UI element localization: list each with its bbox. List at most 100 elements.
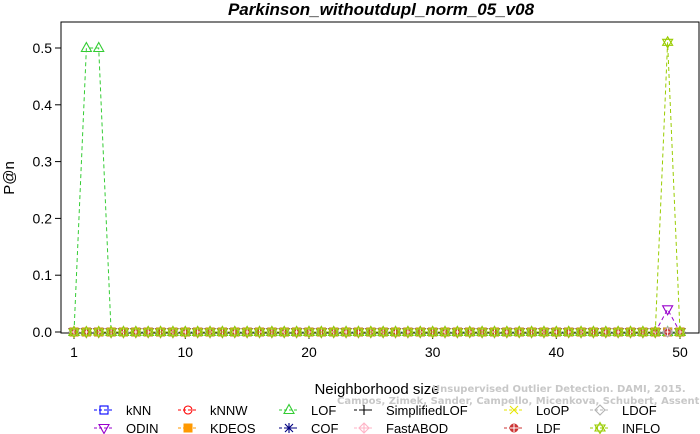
chart-title: Parkinson_withoutdupl_norm_05_v08: [228, 0, 535, 19]
y-axis-label: P@n: [1, 161, 18, 195]
data-point: [624, 325, 637, 339]
data-point: [649, 325, 662, 339]
legend-marker: [509, 405, 519, 415]
data-point: [241, 325, 254, 339]
data-point: [439, 325, 451, 339]
data-point: [80, 41, 93, 53]
watermark-line-2: Campos, Zimek, Sander, Campello, Micenko…: [337, 396, 700, 407]
data-point: [166, 325, 179, 339]
legend-marker: [594, 404, 606, 416]
legend-marker: [283, 403, 295, 415]
data-point: [451, 325, 464, 339]
data-point: [68, 325, 80, 339]
legend-label: LDOF: [622, 403, 657, 418]
data-point: [661, 326, 674, 338]
legend-label: SimplifiedLOF: [386, 403, 468, 418]
y-axis: 0.0 0.1 0.2 0.3 0.4 0.5: [33, 40, 61, 340]
data-point: [612, 325, 625, 339]
data-point: [303, 325, 315, 339]
data-point: [599, 325, 612, 339]
x-tick-label: 50: [672, 344, 688, 360]
data-point: [290, 325, 303, 339]
data-point: [463, 325, 476, 339]
watermark-line-1: Unsupervised Outlier Detection. DAMI, 20…: [432, 384, 686, 395]
legend-label: COF: [311, 421, 339, 434]
data-point: [191, 325, 204, 339]
x-tick-label: 40: [549, 344, 565, 360]
data-point: [327, 325, 340, 339]
data-point: [488, 325, 501, 339]
legend-item: LoOP: [504, 403, 569, 418]
data-point: [216, 325, 229, 339]
x-axis: 1 10 20 30 40 50: [70, 333, 688, 360]
legend-label: LoOP: [536, 403, 569, 418]
data-point: [636, 325, 649, 339]
plot-frame: [60, 21, 700, 334]
data-point: [550, 325, 563, 339]
data-point: [315, 325, 328, 339]
data-point: [587, 325, 600, 339]
data-point: [537, 325, 550, 339]
data-point: [364, 325, 377, 339]
y-tick-label: 0.0: [33, 324, 53, 340]
series-INFLO: [68, 35, 686, 339]
legend-marker: [99, 405, 109, 415]
legend-item: kNNW: [178, 403, 248, 418]
data-point: [513, 325, 526, 339]
y-tick-label: 0.3: [33, 154, 53, 170]
data-point: [401, 325, 414, 339]
legend-label: KDEOS: [210, 421, 256, 434]
data-point: [278, 325, 291, 339]
data-point: [389, 325, 402, 339]
legend: kNN ODIN kNNW KDEOS LOF COF SimplifiedLOF FastA…: [94, 403, 660, 434]
series-LOF: [68, 41, 686, 337]
data-point: [92, 41, 105, 53]
y-tick-label: 0.5: [33, 40, 53, 56]
legend-marker: [594, 421, 606, 434]
legend-marker: [358, 422, 370, 434]
data-point: [154, 325, 167, 339]
legend-marker: [284, 423, 294, 433]
data-point: [80, 325, 93, 339]
data-point: [92, 325, 105, 339]
y-tick-label: 0.1: [33, 267, 53, 283]
data-point: [575, 325, 588, 339]
data-point: [476, 325, 489, 339]
data-point: [228, 325, 241, 339]
legend-label: kNN: [126, 403, 151, 418]
data-point: [500, 325, 513, 339]
legend-label: ODIN: [126, 421, 159, 434]
legend-item: KDEOS: [178, 421, 256, 434]
legend-label: LDF: [536, 421, 561, 434]
data-point: [142, 325, 155, 339]
series-line: [73, 47, 680, 333]
x-axis-label: Neighborhood size: [314, 381, 439, 398]
legend-item: INFLO: [590, 421, 660, 434]
legend-label: kNNW: [210, 403, 248, 418]
y-tick-label: 0.2: [33, 210, 53, 226]
data-point: [377, 325, 390, 339]
data-point: [204, 325, 217, 339]
legend-item: LOF: [279, 403, 336, 418]
data-point: [674, 325, 686, 339]
series-group: [68, 35, 686, 339]
data-point: [340, 325, 353, 339]
data-point: [352, 325, 365, 339]
series-line: [74, 42, 681, 333]
data-point: [661, 305, 674, 316]
legend-item: SimplifiedLOF: [354, 403, 468, 418]
legend-item: ODIN: [94, 421, 159, 434]
legend-label: LOF: [311, 403, 336, 418]
data-point: [265, 325, 278, 339]
legend-marker: [98, 423, 110, 434]
data-point: [426, 325, 439, 339]
legend-label: INFLO: [622, 421, 660, 434]
legend-label: FastABOD: [386, 421, 448, 434]
x-tick-label: 20: [301, 344, 317, 360]
legend-marker: [359, 405, 369, 415]
legend-marker: [183, 423, 193, 433]
legend-item: FastABOD: [354, 421, 448, 434]
data-point: [129, 325, 142, 339]
data-point: [562, 325, 575, 339]
